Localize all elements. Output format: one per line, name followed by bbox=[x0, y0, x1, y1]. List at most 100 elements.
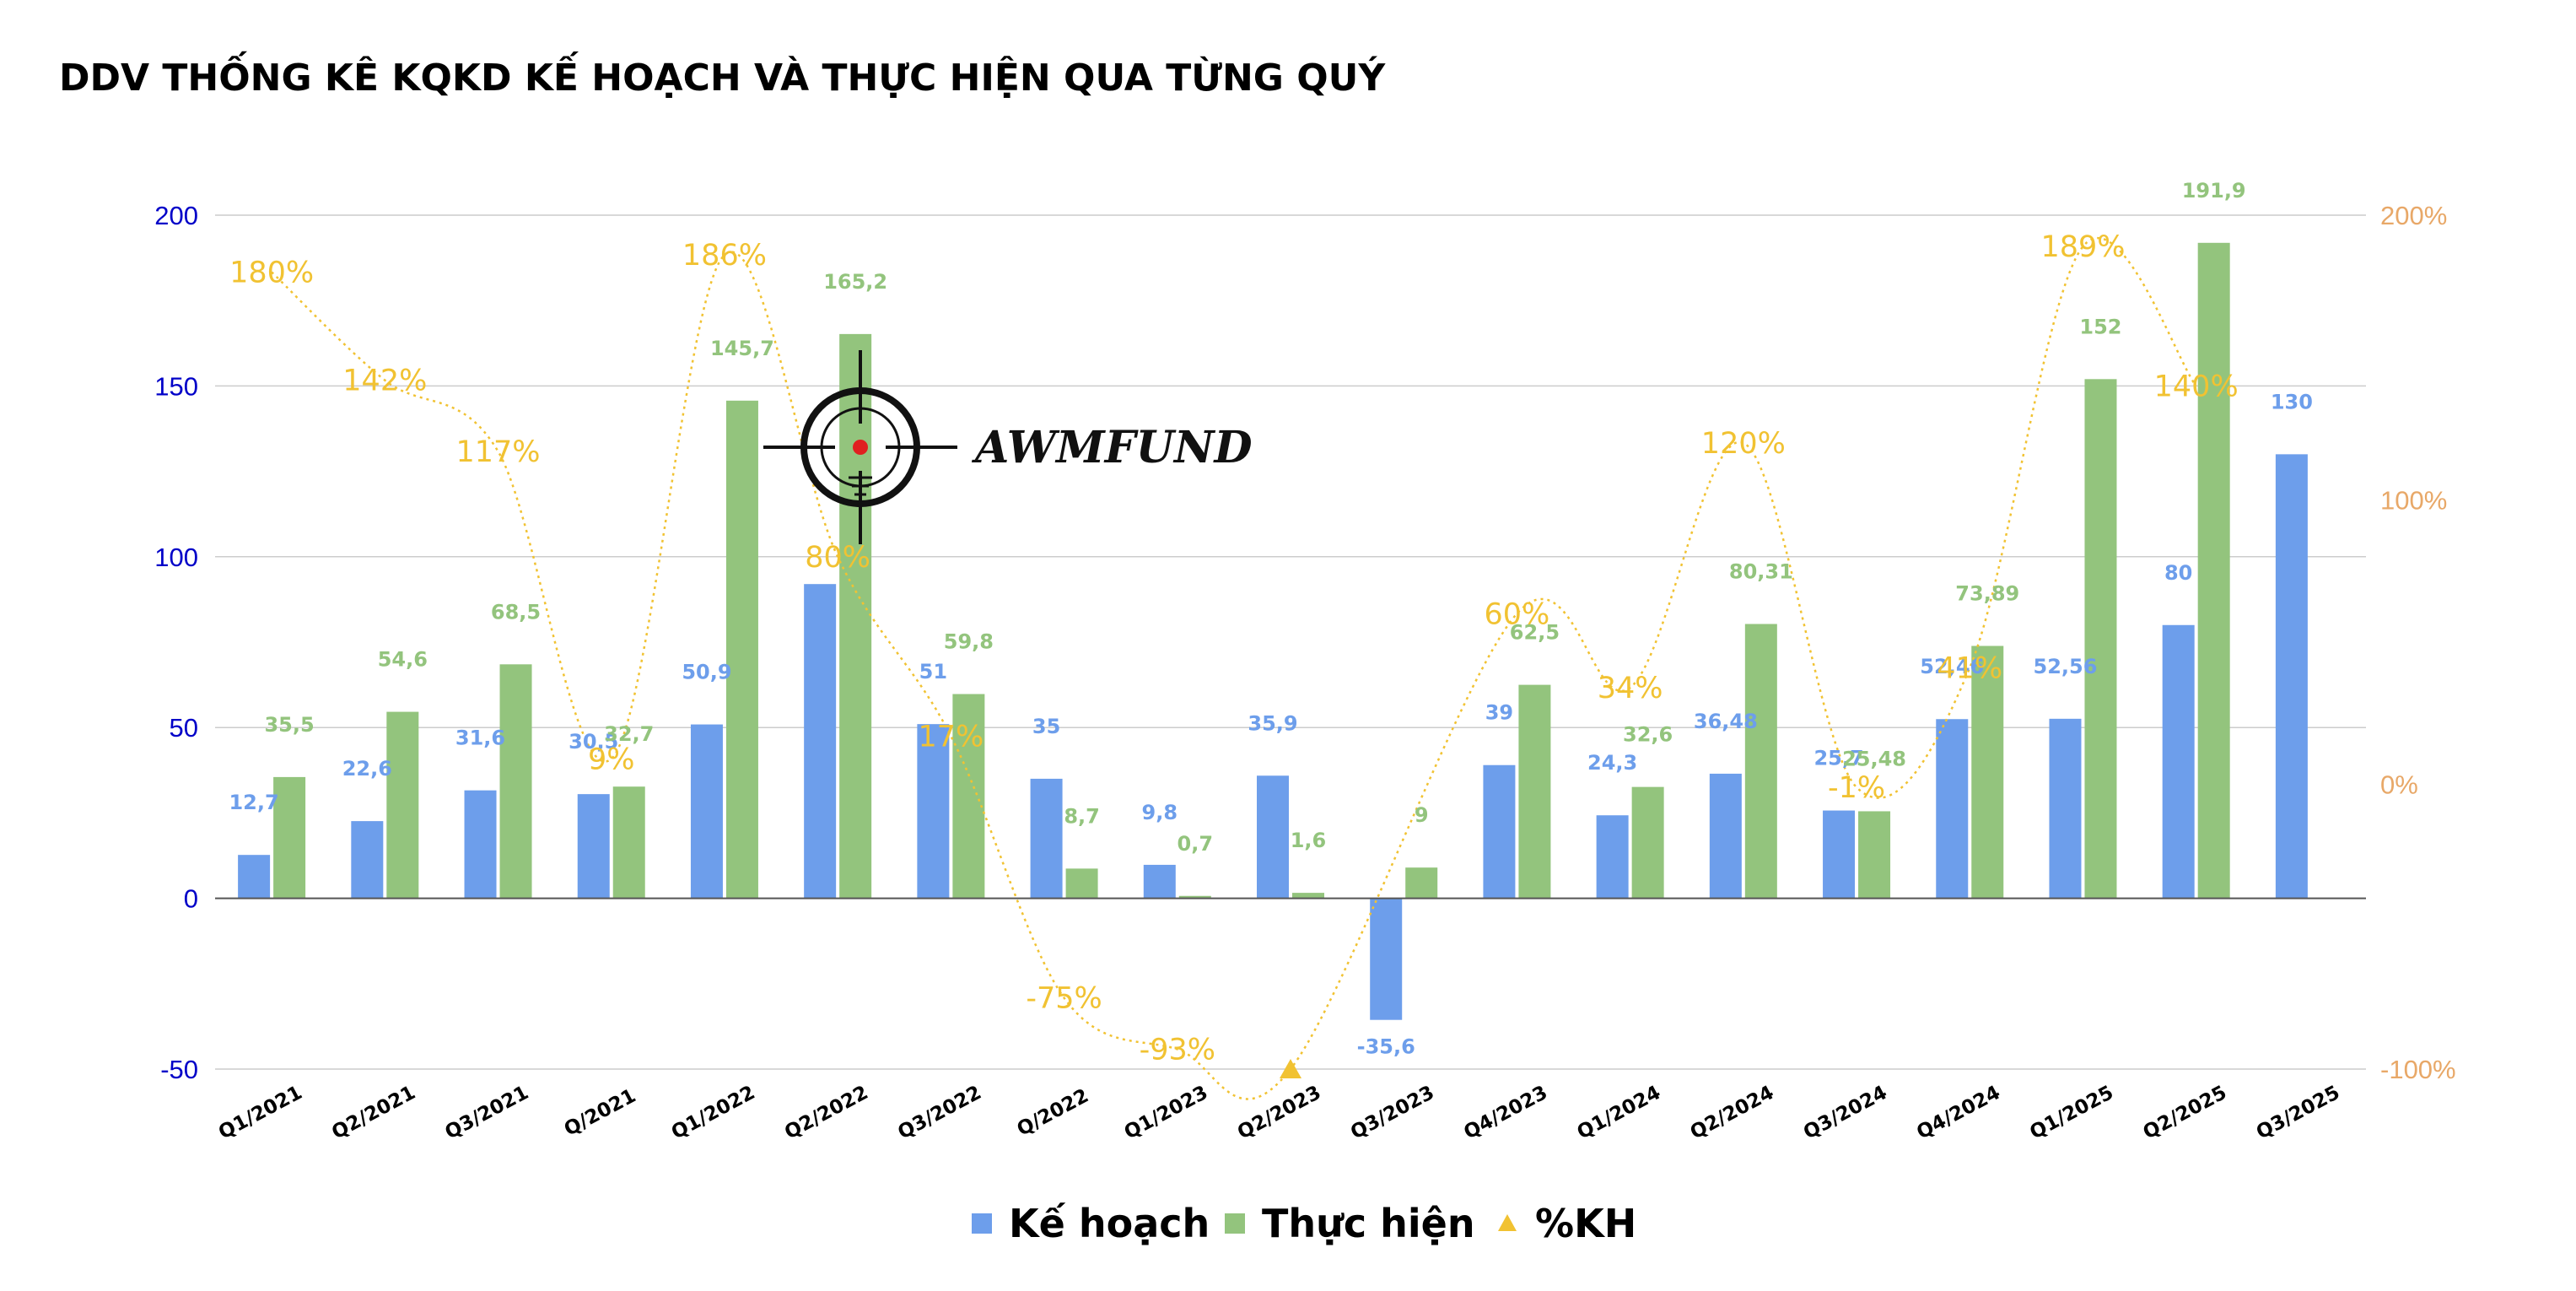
label-thuc-hien: 59,8 bbox=[944, 630, 994, 654]
x-tick-label: Q2/2022 bbox=[781, 1082, 872, 1144]
bar-thuc-hien bbox=[1065, 868, 1098, 899]
y-left-tick-label: 150 bbox=[154, 371, 198, 401]
crosshair-logo-icon bbox=[763, 350, 957, 544]
y-left-tick-label: 0 bbox=[184, 884, 198, 914]
label-pct-kh: 9% bbox=[588, 743, 635, 776]
bar-ke-hoach bbox=[1030, 778, 1063, 899]
label-pct-kh: -1% bbox=[1828, 771, 1885, 805]
label-pct-kh: 120% bbox=[1701, 427, 1786, 461]
bar-ke-hoach bbox=[464, 790, 497, 899]
x-tick-label: Q4/2024 bbox=[1913, 1082, 2004, 1144]
bar-thuc-hien bbox=[725, 400, 758, 899]
bar-thuc-hien bbox=[273, 776, 306, 899]
label-pct-kh: -93% bbox=[1140, 1033, 1215, 1067]
x-tick-label: Q3/2022 bbox=[894, 1082, 985, 1144]
bar-thuc-hien bbox=[1744, 624, 1777, 899]
y-left-tick-label: 100 bbox=[154, 543, 198, 572]
label-ke-hoach: 52,46 bbox=[1920, 655, 1984, 678]
bar-ke-hoach bbox=[351, 821, 384, 899]
x-axis: Q1/2021 Q2/2021 Q3/2021 Q/2021 Q1/2022 Q2/202… bbox=[215, 1082, 2343, 1144]
label-ke-hoach: 36,48 bbox=[1694, 710, 1758, 733]
bar-ke-hoach bbox=[917, 724, 950, 899]
label-thuc-hien: 145,7 bbox=[710, 337, 774, 360]
bar-thuc-hien bbox=[1631, 786, 1664, 899]
label-pct-kh: 41% bbox=[1937, 651, 2002, 685]
bar-thuc-hien bbox=[1518, 684, 1551, 899]
label-pct-kh: 140% bbox=[2154, 370, 2239, 403]
label-pct-kh: 117% bbox=[455, 435, 540, 469]
y-left-tick-label: 200 bbox=[154, 201, 198, 230]
label-pct-kh: 34% bbox=[1598, 672, 1663, 705]
legend: Kế hoạch Thực hiện %KH bbox=[972, 1201, 1636, 1246]
legend-marker bbox=[972, 1213, 992, 1234]
label-thuc-hien: 8,7 bbox=[1064, 804, 1100, 828]
bar-thuc-hien bbox=[499, 664, 532, 899]
bar-thuc-hien bbox=[952, 694, 985, 899]
bar-thuc-hien bbox=[1858, 811, 1891, 899]
label-thuc-hien: 25,48 bbox=[1842, 747, 1906, 770]
x-tick-label: Q1/2025 bbox=[2026, 1082, 2117, 1144]
label-thuc-hien: 32,7 bbox=[604, 722, 654, 746]
y-right-tick-label: 200% bbox=[2380, 201, 2447, 230]
bar-ke-hoach bbox=[804, 584, 837, 899]
legend-label: Kế hoạch bbox=[1009, 1201, 1210, 1246]
x-tick-label: Q1/2024 bbox=[1574, 1082, 1665, 1144]
bar-ke-hoach bbox=[2275, 454, 2308, 899]
bar-ke-hoach bbox=[1823, 810, 1856, 899]
pct-marker bbox=[1280, 1059, 1301, 1078]
y-right-tick-label: 100% bbox=[2380, 485, 2447, 515]
bar-ke-hoach bbox=[1370, 898, 1403, 1020]
x-tick-label: Q3/2021 bbox=[441, 1082, 532, 1144]
label-pct-kh: -75% bbox=[1026, 982, 1102, 1016]
label-thuc-hien: 32,6 bbox=[1623, 723, 1673, 747]
watermark-text: AWMFUND bbox=[971, 422, 1253, 473]
label-ke-hoach: 31,6 bbox=[455, 727, 505, 750]
x-tick-label: Q2/2021 bbox=[328, 1082, 419, 1144]
label-ke-hoach: 22,6 bbox=[342, 757, 392, 781]
label-pct-kh: 189% bbox=[2040, 230, 2125, 264]
x-tick-label: Q3/2025 bbox=[2253, 1082, 2344, 1144]
bar-thuc-hien bbox=[1178, 895, 1211, 899]
y-axis-right: -100% 0% 100% 200% bbox=[2380, 201, 2456, 1084]
chart-title: DDV THỐNG KÊ KQKD KẾ HOẠCH VÀ THỰC HIỆN … bbox=[59, 51, 1386, 100]
x-tick-label: Q1/2023 bbox=[1121, 1082, 1212, 1144]
bar-ke-hoach bbox=[2162, 624, 2195, 899]
label-ke-hoach: 51 bbox=[919, 660, 947, 683]
label-ke-hoach: 80 bbox=[2164, 561, 2192, 585]
bar-ke-hoach bbox=[1936, 719, 1969, 899]
x-tick-label: Q2/2024 bbox=[1687, 1082, 1778, 1144]
x-tick-label: Q2/2025 bbox=[2140, 1082, 2231, 1144]
bar-ke-hoach bbox=[1596, 815, 1629, 899]
label-ke-hoach: -35,6 bbox=[1357, 1035, 1415, 1059]
label-ke-hoach: 130 bbox=[2271, 390, 2313, 413]
x-tick-label: Q/2021 bbox=[561, 1085, 639, 1141]
x-tick-label: Q2/2023 bbox=[1234, 1082, 1325, 1144]
label-ke-hoach: 12,7 bbox=[229, 791, 278, 814]
data-labels: 12,7 35,5 22,6 54,6 31,6 68,5 30,532,7 50,9 145,… bbox=[229, 179, 2312, 1067]
bar-thuc-hien bbox=[2197, 242, 2230, 899]
x-tick-label: Q3/2024 bbox=[1800, 1082, 1891, 1144]
bar-ke-hoach bbox=[1257, 775, 1289, 899]
legend-marker bbox=[1225, 1213, 1245, 1234]
bar-thuc-hien bbox=[612, 786, 645, 899]
bar-thuc-hien bbox=[2084, 379, 2117, 899]
label-pct-kh: 180% bbox=[229, 256, 314, 289]
bar-thuc-hien bbox=[1292, 893, 1324, 899]
y-right-tick-label: -100% bbox=[2380, 1055, 2456, 1084]
legend-label: %KH bbox=[1535, 1201, 1636, 1246]
y-left-tick-label: 50 bbox=[170, 713, 198, 743]
bar-thuc-hien bbox=[386, 711, 419, 899]
bar-thuc-hien bbox=[839, 333, 872, 899]
label-pct-kh: 186% bbox=[682, 239, 767, 273]
label-thuc-hien: 0,7 bbox=[1178, 832, 1214, 856]
y-right-tick-label: 0% bbox=[2380, 770, 2418, 800]
label-ke-hoach: 24,3 bbox=[1587, 751, 1637, 775]
label-ke-hoach: 9,8 bbox=[1142, 801, 1178, 824]
x-tick-label: Q/2022 bbox=[1014, 1085, 1092, 1141]
label-ke-hoach: 30,5 bbox=[569, 730, 618, 754]
label-thuc-hien: 191,9 bbox=[2182, 179, 2246, 203]
bar-ke-hoach bbox=[577, 794, 610, 899]
bar-ke-hoach bbox=[1143, 864, 1176, 899]
bar-ke-hoach bbox=[2049, 718, 2082, 899]
x-tick-label: Q3/2023 bbox=[1347, 1082, 1438, 1144]
